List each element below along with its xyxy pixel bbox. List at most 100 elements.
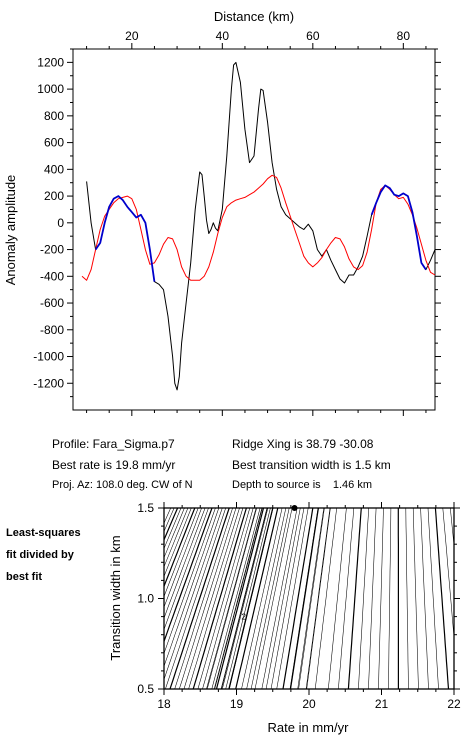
y-tick-label: -200 <box>40 243 64 257</box>
contour-line <box>164 508 206 619</box>
contour-line <box>261 508 298 689</box>
contour-line <box>442 508 454 641</box>
contour-line <box>206 508 257 689</box>
contour-line <box>220 508 268 689</box>
contour-line <box>164 508 189 568</box>
contour-line <box>347 508 362 689</box>
y-tick-label: 1000 <box>37 82 64 96</box>
contour-line <box>164 508 182 550</box>
contour-line <box>221 508 268 689</box>
contour-x-tick-label: 20 <box>302 697 316 711</box>
contour-line <box>165 508 226 689</box>
y-tick-label: 1200 <box>37 55 64 69</box>
contour-line <box>164 508 220 668</box>
y-tick-label: -1000 <box>33 350 64 364</box>
depth-to-source: Depth to source is 1.46 km <box>232 479 373 491</box>
profile-ticks: 20 40 60 80 -1200 -1000 -800 -600 -400 -200 0 200 40… <box>33 29 441 416</box>
y-tick-label: 200 <box>44 189 64 203</box>
contour-x-tick-label: 21 <box>375 697 389 711</box>
contour-minimum-label: 2 <box>242 613 247 622</box>
contour-line <box>164 508 196 588</box>
contour-line <box>328 508 347 689</box>
contour-line <box>188 508 244 689</box>
contour-line <box>225 508 271 689</box>
y-tick-label: 0 <box>57 216 64 230</box>
contour-line <box>213 508 263 689</box>
contour-line <box>164 508 223 681</box>
contour-line <box>420 508 429 689</box>
x-tick-label: 40 <box>216 29 230 43</box>
y-tick-label: -800 <box>40 323 64 337</box>
contour-line <box>250 508 290 689</box>
profile-chart-frame <box>72 48 436 411</box>
contour-line <box>434 508 450 689</box>
contour-y-tick-label: 0.5 <box>137 682 154 696</box>
contour-line <box>235 508 279 689</box>
y-tick-label: -600 <box>40 296 64 310</box>
contour-line <box>298 508 325 689</box>
contour-lines <box>164 508 454 689</box>
ridge-crossing: Ridge Xing is 38.79 -30.08 <box>232 437 374 451</box>
contour-line <box>276 508 309 689</box>
contour-y-tick-label: 1.5 <box>137 501 154 515</box>
profile-chart: 20 40 60 80 -1200 -1000 -800 -600 -400 -200 0 200 40… <box>3 9 441 416</box>
contour-x-axis-label: Rate in mm/yr <box>268 720 350 735</box>
observed-fit-segment-line <box>94 195 156 282</box>
observed-anomaly-line <box>86 61 436 391</box>
profile-name: Profile: Fara_Sigma.p7 <box>52 437 175 451</box>
y-tick-label: -1200 <box>33 376 64 390</box>
contour-line <box>405 508 409 689</box>
contour-line <box>202 508 254 689</box>
best-transition-width: Best transition width is 1.5 km <box>232 458 391 472</box>
best-fit-marker <box>291 505 298 511</box>
y-tick-label: -400 <box>40 269 64 283</box>
contour-line <box>368 508 377 689</box>
contour-line <box>164 508 199 598</box>
contour-line <box>314 508 337 689</box>
contour-caption-line: Least-squares <box>6 527 81 539</box>
profile-x-axis-label: Distance (km) <box>214 9 294 24</box>
contour-line <box>215 508 265 689</box>
contour-line <box>169 508 230 689</box>
contour-line <box>282 508 314 689</box>
contour-line <box>179 508 237 689</box>
contour-line <box>206 508 257 689</box>
contour-ticks: 18 19 20 21 22 0.5 1.0 1.5 <box>137 501 461 711</box>
contour-line <box>211 508 261 689</box>
contour-line <box>289 508 319 689</box>
contour-caption: Least-squares fit divided by best fit <box>6 522 106 588</box>
y-tick-label: 800 <box>44 109 64 123</box>
contour-line <box>378 508 384 689</box>
contour-line <box>265 508 301 689</box>
observed-fit-segment-line <box>370 184 427 271</box>
contour-line <box>246 508 287 689</box>
contour-line <box>164 508 209 631</box>
y-tick-label: 400 <box>44 162 64 176</box>
contour-x-tick-label: 19 <box>230 697 244 711</box>
misfit-contour-chart: 18 19 20 21 22 0.5 1.0 1.5 2 Rate in mm/yr Tran… <box>108 501 461 735</box>
profile-y-axis-label: Anomaly amplitude <box>3 175 18 286</box>
projection-azimuth: Proj. Az: 108.0 deg. CW of N <box>52 479 193 491</box>
contour-line <box>270 508 305 689</box>
contour-line <box>197 508 251 689</box>
contour-caption-line: best fit <box>6 571 43 583</box>
contour-line <box>164 508 192 578</box>
contour-line <box>164 508 185 559</box>
contour-line <box>306 508 331 689</box>
contour-line <box>388 508 392 689</box>
contour-line <box>164 508 202 608</box>
y-tick-label: 600 <box>44 136 64 150</box>
contour-line <box>297 508 325 689</box>
x-tick-label: 60 <box>306 29 320 43</box>
contour-line <box>241 508 283 689</box>
contour-line <box>358 508 369 689</box>
contour-line <box>222 508 269 689</box>
x-tick-label: 20 <box>125 29 139 43</box>
contour-line <box>228 508 274 689</box>
contour-line <box>183 508 240 689</box>
profile-series <box>81 61 436 391</box>
contour-line <box>427 508 439 689</box>
contour-line <box>164 508 179 542</box>
contour-line <box>192 508 247 689</box>
